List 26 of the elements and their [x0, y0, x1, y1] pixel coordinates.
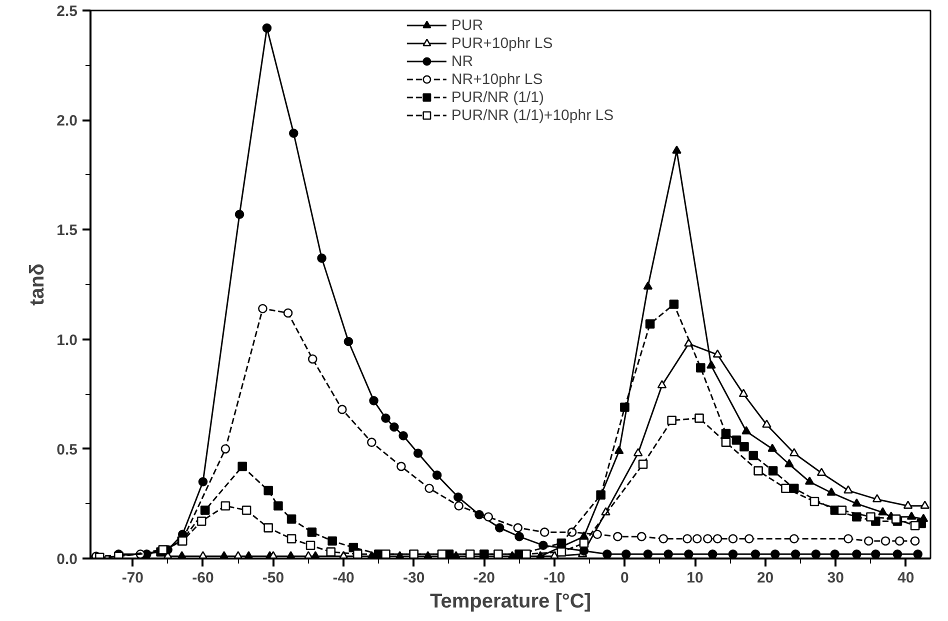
- x-tick-label: -60: [192, 570, 214, 586]
- x-tick-label: 40: [898, 570, 914, 586]
- x-tick-label: -50: [262, 570, 284, 586]
- y-axis-title: tanδ: [26, 263, 49, 306]
- legend-label: PUR: [451, 16, 484, 34]
- y-tick-label: 1.5: [56, 222, 78, 240]
- x-tick-label: -30: [403, 570, 425, 586]
- legend-label: NR+10phr LS: [451, 70, 543, 88]
- x-tick-label: -10: [544, 570, 566, 586]
- y-tick-label: 2.0: [56, 112, 78, 130]
- y-tick-label: 1.0: [56, 332, 78, 349]
- y-tick-label: 2.5: [56, 3, 78, 20]
- legend-label: PUR/NR (1/1): [451, 88, 544, 106]
- x-tick-label: -40: [332, 570, 354, 586]
- legend-label: NR: [451, 52, 474, 70]
- x-tick-label: 10: [686, 570, 704, 586]
- legend-label: PUR/NR (1/1)+10phr LS: [451, 106, 614, 124]
- x-tick-label: 20: [756, 570, 774, 586]
- x-axis-title: Temperature [°C]: [430, 590, 592, 612]
- y-tick-label: 0.5: [56, 441, 78, 458]
- x-tick-label: 0: [620, 570, 629, 586]
- x-tick-label: -20: [473, 570, 495, 586]
- y-tick-label: 0.0: [56, 551, 78, 568]
- x-tick-label: 30: [827, 570, 844, 586]
- legend-label: PUR+10phr LS: [451, 34, 553, 52]
- x-tick-label: -70: [122, 570, 144, 586]
